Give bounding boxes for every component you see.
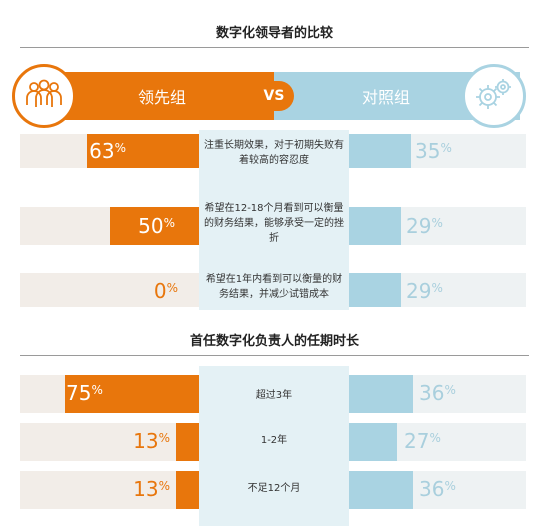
gears-icon <box>462 64 526 128</box>
bar-control-6 <box>349 471 413 509</box>
value-label: 13% <box>133 477 170 501</box>
category-label-4: 超过3年 <box>255 390 293 401</box>
bar-control-1 <box>349 134 411 168</box>
chart-title-2: 首任数字化负责人的任期时长 <box>189 334 359 349</box>
bar-control-5 <box>349 423 397 461</box>
bar-control-4 <box>349 375 413 413</box>
title-divider-1 <box>20 47 529 48</box>
bar-leader-2 <box>110 207 199 245</box>
value-label: 50% <box>138 214 175 238</box>
bar-control-3 <box>349 273 401 307</box>
value-label: 27% <box>404 429 441 453</box>
value-label: 13% <box>133 429 170 453</box>
control-group-label: 对照组 <box>362 88 411 107</box>
category-label-1: 注重长期效果，对于初期失败有着较高的容忍度 <box>204 140 344 166</box>
category-label-2: 希望在12-18个月看到可以衡量的财务结果，能够承受一定的挫折 <box>204 203 344 244</box>
value-label: 63% <box>89 139 126 163</box>
bar-leader-5 <box>176 423 199 461</box>
bar-leader-4 <box>65 375 199 413</box>
category-panel-1 <box>199 130 349 310</box>
category-panel-2 <box>199 366 349 526</box>
value-label: 36% <box>419 477 456 501</box>
people-group-icon <box>12 64 76 128</box>
category-label-6: 不足12个月 <box>247 483 301 494</box>
value-label: 29% <box>406 214 443 238</box>
bar-leader-6 <box>176 471 199 509</box>
chart-title-1: 数字化领导者的比较 <box>215 26 333 41</box>
value-label: 75% <box>66 381 103 405</box>
bar-leader-1 <box>87 134 199 168</box>
value-label: 0% <box>153 279 178 303</box>
category-label-3: 希望在1年内看到可以衡量的财务结果，并减少试错成本 <box>205 274 343 300</box>
value-label: 35% <box>415 139 452 163</box>
value-label: 36% <box>419 381 456 405</box>
bar-control-2 <box>349 207 401 245</box>
leader-group-label: 领先组 <box>138 88 187 107</box>
vs-badge: VS <box>254 81 294 111</box>
category-label-5: 1-2年 <box>260 435 288 446</box>
title-divider-2 <box>20 355 529 356</box>
value-label: 29% <box>406 279 443 303</box>
